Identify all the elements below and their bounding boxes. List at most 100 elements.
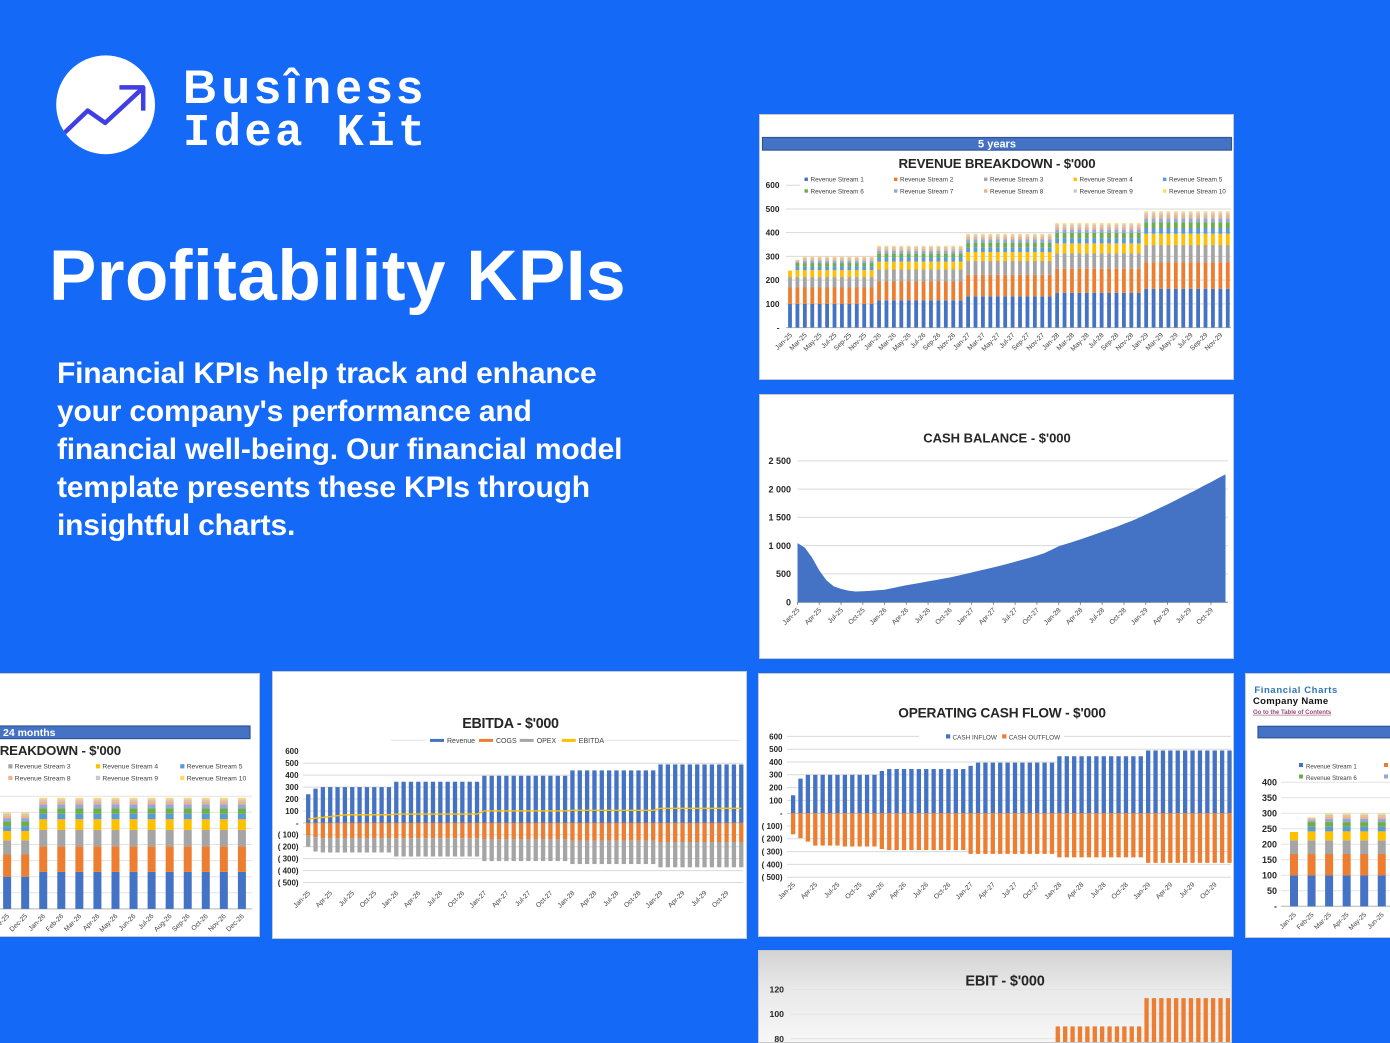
svg-text:Apr-27: Apr-27	[491, 890, 511, 910]
svg-text:200: 200	[1262, 839, 1277, 849]
svg-text:Apr-26: Apr-26	[890, 606, 910, 626]
svg-text:1 000: 1 000	[768, 540, 791, 550]
svg-text:200: 200	[285, 795, 299, 804]
svg-text:250: 250	[1262, 824, 1277, 834]
svg-text:( 200): ( 200)	[761, 835, 782, 844]
svg-text:Feb-25: Feb-25	[1296, 911, 1316, 931]
svg-text:Jul-27: Jul-27	[1000, 606, 1018, 624]
svg-text:1 500: 1 500	[768, 512, 791, 522]
svg-text:OPEX: OPEX	[537, 738, 557, 745]
svg-text:Revenue Stream 5: Revenue Stream 5	[187, 763, 243, 770]
svg-text:May-25: May-25	[1348, 911, 1369, 932]
svg-text:Jan-29: Jan-29	[1129, 606, 1149, 626]
svg-text:Revenue Stream 5: Revenue Stream 5	[1169, 177, 1223, 184]
svg-text:Jul-27: Jul-27	[1000, 881, 1018, 899]
svg-text:CASH INFLOW: CASH INFLOW	[952, 734, 997, 741]
svg-text:Jul-26: Jul-26	[426, 890, 444, 908]
svg-text:Revenue Stream 1: Revenue Stream 1	[810, 177, 864, 184]
svg-text:Jul-28: Jul-28	[602, 890, 620, 908]
svg-text:EBITDA: EBITDA	[579, 738, 605, 745]
svg-text:Apr-26: Apr-26	[888, 881, 908, 901]
svg-text:600: 600	[769, 732, 783, 741]
svg-text:Oct-25: Oct-25	[359, 890, 379, 910]
svg-text:Oct-26: Oct-26	[934, 606, 954, 626]
svg-text:Revenue Stream 9: Revenue Stream 9	[1079, 188, 1133, 195]
svg-text:100: 100	[1262, 870, 1277, 880]
svg-text:Mar-26: Mar-26	[63, 912, 83, 932]
svg-text:Apr-29: Apr-29	[667, 890, 687, 910]
svg-text:Jul-27: Jul-27	[514, 890, 532, 908]
svg-text:200: 200	[765, 275, 779, 285]
svg-text:Oct-29: Oct-29	[711, 890, 731, 910]
svg-text:Jan-26: Jan-26	[27, 912, 47, 932]
svg-text:Revenue Stream 9: Revenue Stream 9	[102, 775, 158, 782]
svg-text:Nov-26: Nov-26	[207, 912, 228, 933]
svg-text:300: 300	[769, 771, 783, 780]
svg-text:Jul-28: Jul-28	[1088, 606, 1106, 624]
svg-text:CASH BALANCE - $'000: CASH BALANCE - $'000	[923, 430, 1071, 445]
svg-text:Apr-26: Apr-26	[403, 890, 423, 910]
svg-text:Revenue Stream 4: Revenue Stream 4	[102, 763, 158, 770]
svg-text:( 400): ( 400)	[278, 867, 299, 876]
svg-text:Apr-25: Apr-25	[315, 890, 335, 910]
svg-text:Oct-26: Oct-26	[932, 881, 952, 901]
svg-text:Jul-26: Jul-26	[912, 881, 930, 899]
svg-text:Revenue Stream 4: Revenue Stream 4	[1079, 177, 1133, 184]
svg-text:COGS: COGS	[496, 738, 517, 745]
svg-text:May-26: May-26	[98, 912, 119, 933]
svg-text:Revenue Stream 1: Revenue Stream 1	[1306, 763, 1357, 770]
svg-text:-: -	[1274, 901, 1277, 911]
svg-text:Revenue Stream 3: Revenue Stream 3	[15, 763, 71, 770]
svg-text:Apr-25: Apr-25	[799, 881, 819, 901]
svg-text:500: 500	[775, 569, 790, 579]
svg-text:Jun-26: Jun-26	[118, 912, 138, 932]
svg-text:Jan-28: Jan-28	[557, 890, 577, 910]
svg-text:2 000: 2 000	[768, 484, 791, 494]
svg-text:Nov-25: Nov-25	[0, 912, 11, 933]
svg-text:Jan-26: Jan-26	[866, 881, 886, 901]
svg-text:Revenue Stream 2: Revenue Stream 2	[900, 177, 954, 184]
svg-text:500: 500	[765, 204, 779, 214]
svg-text:Jun-25: Jun-25	[1366, 911, 1385, 930]
svg-text:Mar-25: Mar-25	[1313, 911, 1333, 931]
svg-text:350: 350	[1262, 793, 1277, 803]
svg-text:Jan-25: Jan-25	[781, 606, 801, 626]
svg-text:Jan-28: Jan-28	[1043, 881, 1063, 901]
svg-text:REVENUE BREAKDOWN - $'000: REVENUE BREAKDOWN - $'000	[0, 743, 121, 758]
svg-text:400: 400	[285, 771, 299, 780]
svg-text:50: 50	[1267, 886, 1277, 896]
svg-text:( 100): ( 100)	[761, 822, 782, 831]
svg-text:100: 100	[765, 299, 779, 309]
svg-text:Jul-25: Jul-25	[338, 890, 356, 908]
svg-text:2 500: 2 500	[768, 456, 791, 466]
svg-text:Revenue Stream 6: Revenue Stream 6	[810, 188, 864, 195]
svg-text:Apr-29: Apr-29	[1154, 881, 1174, 901]
svg-text:Aug-26: Aug-26	[153, 912, 174, 933]
svg-text:100: 100	[285, 807, 299, 816]
svg-text:Jan-25: Jan-25	[777, 881, 797, 901]
svg-text:100: 100	[769, 796, 783, 805]
svg-text:-: -	[296, 819, 299, 828]
svg-text:Dec-25: Dec-25	[9, 912, 30, 933]
svg-text:100: 100	[770, 1009, 785, 1019]
svg-text:Revenue Stream 7: Revenue Stream 7	[900, 188, 954, 195]
svg-text:500: 500	[285, 759, 299, 768]
svg-text:Oct-28: Oct-28	[623, 890, 643, 910]
svg-text:Jul-29: Jul-29	[1175, 606, 1193, 624]
svg-text:Apr-29: Apr-29	[1152, 606, 1172, 626]
svg-text:400: 400	[769, 758, 783, 767]
svg-text:Oct-28: Oct-28	[1108, 606, 1128, 626]
svg-text:5 years: 5 years	[978, 139, 1016, 151]
svg-text:( 400): ( 400)	[761, 860, 782, 869]
svg-text:Apr-28: Apr-28	[1064, 606, 1084, 626]
svg-text:120: 120	[770, 985, 785, 995]
svg-text:Revenue Stream 6: Revenue Stream 6	[1306, 774, 1357, 781]
svg-text:Jan-29: Jan-29	[1132, 881, 1152, 901]
svg-text:Oct-25: Oct-25	[844, 881, 864, 901]
svg-text:Jul-26: Jul-26	[913, 606, 931, 624]
svg-text:0: 0	[785, 597, 790, 607]
svg-text:Oct-26: Oct-26	[447, 890, 467, 910]
svg-text:Jan-29: Jan-29	[645, 890, 665, 910]
svg-text:300: 300	[765, 251, 779, 261]
svg-text:Dec-26: Dec-26	[225, 912, 246, 933]
